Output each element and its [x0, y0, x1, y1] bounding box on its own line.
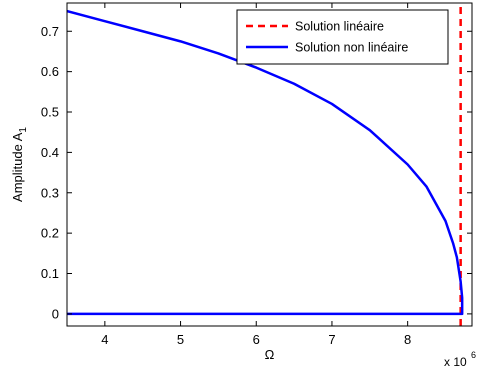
x-tick-label: 4 [101, 332, 108, 347]
legend-box [236, 9, 449, 65]
x-axis-label: Ω [265, 347, 275, 362]
y-tick-label: 0.5 [41, 105, 59, 120]
y-axis-label: Amplitude A1 [10, 127, 29, 202]
y-tick-label: 0.7 [41, 24, 59, 39]
axes: 4 5 6 7 8 0 0.1 0.2 0.3 0.4 0.5 0.6 0.7 [41, 2, 473, 347]
series-line-2 [67, 9, 464, 316]
legend: Solution linéaire Solution non linéaire [236, 9, 449, 65]
y-tick-label: 0.4 [41, 145, 59, 160]
x-exponent-label: x 10 [444, 355, 467, 369]
legend-label-2: Solution non linéaire [295, 41, 408, 55]
x-tick-label: 5 [177, 332, 184, 347]
x-tick-label: 8 [404, 332, 411, 347]
x-tick-label: 6 [253, 332, 260, 347]
x-tick-label: 7 [328, 332, 335, 347]
y-axis-label-subscript: 1 [18, 127, 29, 133]
y-tick-label: 0.1 [41, 266, 59, 281]
x-exponent-power: 6 [471, 350, 476, 360]
y-tick-label: 0.3 [41, 185, 59, 200]
y-tick-label: 0 [52, 306, 59, 321]
plot-lines [67, 3, 464, 326]
y-tick-label: 0.6 [41, 64, 59, 79]
axes-frame [66, 2, 473, 327]
legend-label-1: Solution linéaire [295, 20, 384, 34]
y-tick-label: 0.2 [41, 226, 59, 241]
